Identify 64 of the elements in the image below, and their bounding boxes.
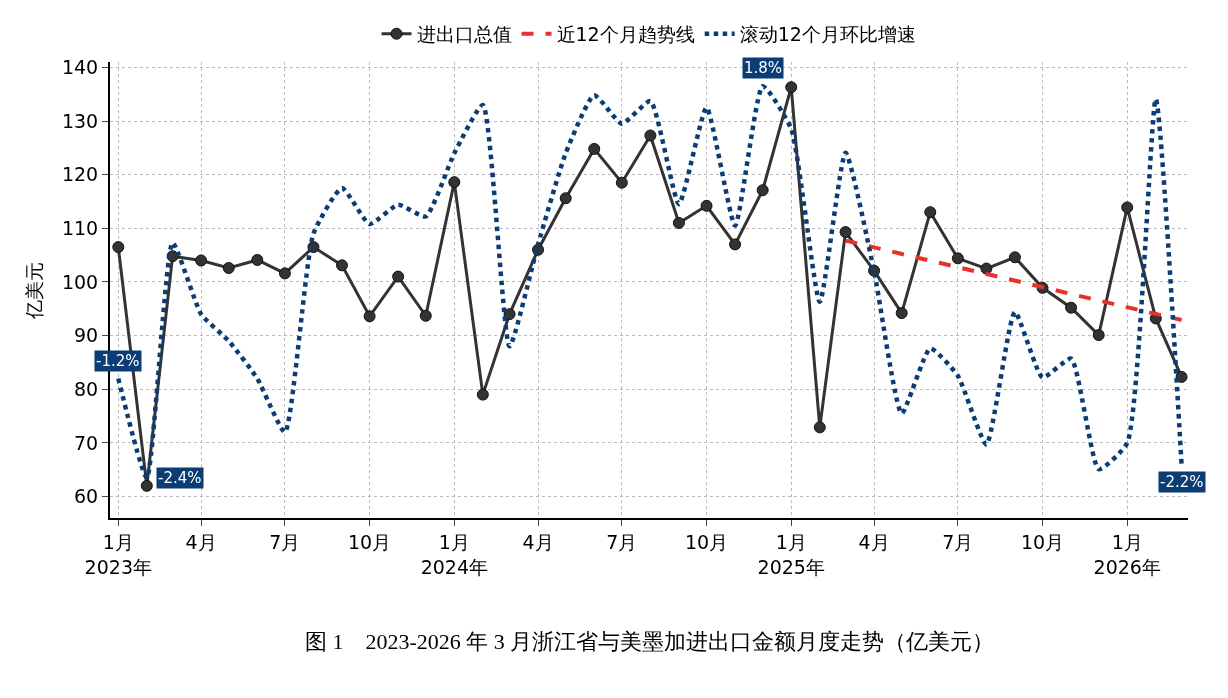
x-tick-label: 7月: [942, 530, 974, 553]
point: [503, 308, 516, 321]
y-tick-label: 140: [61, 56, 99, 79]
point: [895, 307, 908, 320]
point: [559, 192, 572, 205]
point: [644, 129, 657, 142]
y-tick-label: 100: [61, 270, 99, 293]
point: [419, 309, 432, 322]
y-tick-label: 90: [74, 324, 99, 347]
y-tick-label: 110: [61, 216, 99, 239]
point: [1121, 201, 1134, 214]
point: [448, 176, 461, 189]
point: [729, 238, 742, 251]
x-tick-label: 1月 2025年: [757, 530, 825, 578]
point: [363, 310, 376, 323]
point: [672, 216, 685, 229]
x-tick-label: 4月: [522, 530, 554, 553]
point: [222, 262, 235, 274]
point: [588, 142, 601, 155]
point: [813, 421, 826, 434]
annotation: -1.2%: [96, 352, 140, 370]
point: [392, 270, 405, 283]
x-tick-label: 4月: [858, 530, 890, 553]
x-tick-label: 7月: [269, 530, 301, 553]
point: [195, 254, 208, 267]
point: [251, 253, 264, 266]
x-tick-label: 10月: [348, 530, 392, 553]
point: [112, 241, 125, 254]
y-tick-label: 120: [61, 163, 99, 186]
point: [1008, 251, 1021, 264]
legend-label: 滚动12个月环比增速: [739, 23, 916, 46]
point: [924, 206, 937, 219]
point: [615, 176, 628, 189]
y-tick-label: 60: [74, 485, 99, 508]
point: [140, 479, 153, 492]
point: [785, 81, 798, 94]
point: [476, 388, 489, 401]
x-tick-label: 7月: [606, 530, 638, 553]
point: [1175, 370, 1188, 383]
y-axis-title: 亿美元: [23, 261, 46, 320]
point: [700, 199, 713, 212]
annotation: 1.8%: [744, 59, 783, 77]
x-tick-label: 10月: [684, 530, 729, 553]
point: [839, 226, 852, 239]
point: [1065, 301, 1078, 314]
annotation: -2.2%: [1160, 473, 1204, 491]
point: [1092, 329, 1105, 342]
point: [335, 259, 348, 272]
legend-label: 近12个月趋势线: [556, 23, 695, 46]
point: [980, 262, 993, 275]
y-tick-label: 80: [74, 377, 99, 400]
x-tick-label: 1月 2026年: [1093, 530, 1161, 578]
annotation: -2.4%: [158, 469, 202, 487]
x-tick-label: 1月 2023年: [84, 530, 152, 578]
text: 图 1 2023-2026 年 3 月浙江省与美墨加进出口金额月度走势（亿美元）: [305, 629, 995, 654]
x-tick-label: 10月: [1020, 530, 1065, 553]
x-tick-label: 1月 2024年: [420, 530, 488, 578]
legend-label: 进出口总值: [416, 23, 512, 46]
point: [756, 184, 769, 197]
y-tick-label: 130: [61, 109, 99, 132]
point: [278, 267, 291, 280]
y-tick-label: 70: [74, 431, 99, 454]
x-tick-label: 4月: [185, 530, 217, 553]
point: [951, 252, 964, 265]
